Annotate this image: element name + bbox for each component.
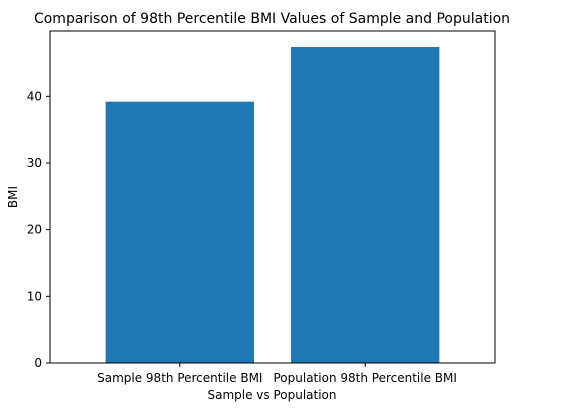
y-tick-label-0: 0 [34, 356, 42, 370]
y-axis-ticks: 0 10 20 30 40 [27, 89, 50, 370]
x-axis-label: Sample vs Population [207, 388, 336, 402]
y-tick-label-2: 20 [27, 223, 42, 237]
bar-1 [291, 47, 440, 363]
x-axis-ticks: Sample 98th Percentile BMI Population 98t… [97, 363, 457, 385]
y-tick-label-4: 40 [27, 89, 42, 103]
y-tick-label-3: 30 [27, 156, 42, 170]
y-axis-label: BMI [6, 186, 20, 208]
x-tick-label-0: Sample 98th Percentile BMI [97, 371, 262, 385]
y-tick-label-1: 10 [27, 289, 42, 303]
x-tick-label-1: Population 98th Percentile BMI [274, 371, 457, 385]
plot-frame [49, 30, 496, 364]
bar-0 [105, 101, 254, 364]
chart-title: Comparison of 98th Percentile BMI Values… [34, 11, 510, 27]
plot-area [105, 47, 440, 364]
